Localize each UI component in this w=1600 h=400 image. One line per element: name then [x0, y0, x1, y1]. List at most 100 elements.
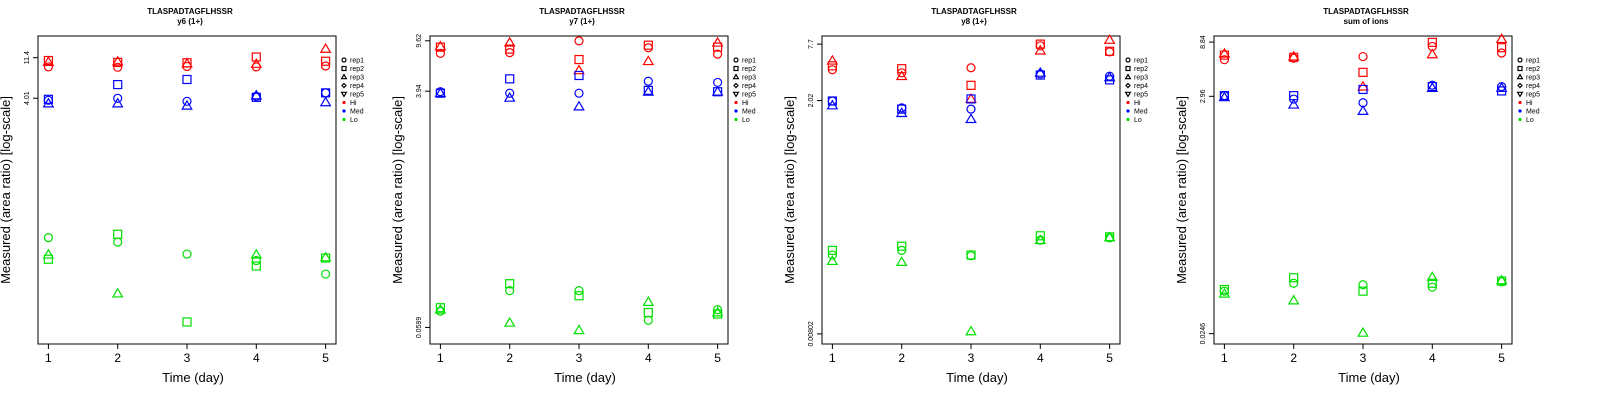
data-point-hi-rep1 [643, 43, 653, 53]
data-point-med-rep3 [181, 99, 193, 110]
data-point-lo-rep1 [113, 237, 123, 247]
data-point-lo-rep2 [1289, 273, 1299, 283]
x-tick-label: 2 [114, 351, 121, 365]
x-axis-label: Time (day) [946, 370, 1008, 385]
chart-title: TLASPADTAGFLHSSR [147, 7, 233, 16]
legend-marker-med [342, 109, 346, 113]
y-tick-label: 9.62 [416, 34, 423, 48]
data-point-med-rep3 [826, 99, 839, 110]
data-point-med-rep1 [505, 88, 515, 98]
data-point-lo-rep3 [42, 248, 55, 259]
data-point-hi-rep3 [1495, 33, 1508, 44]
x-tick-label: 2 [898, 351, 905, 365]
legend-marker-rep1 [1125, 57, 1131, 63]
data-point-hi-rep3 [111, 55, 124, 66]
legend-label-rep3: rep3 [742, 75, 756, 82]
data-point-hi-rep3 [1034, 44, 1047, 55]
legend-marker-med [734, 109, 738, 113]
data-point-lo-rep3 [711, 306, 724, 317]
data-point-hi-rep3 [826, 54, 839, 65]
legend-label-rep1: rep1 [742, 58, 756, 65]
data-point-hi-rep2 [1497, 43, 1507, 53]
y-axis-label: Measured (area ratio) [log-scale] [0, 96, 13, 284]
legend-label-lo: Lo [1134, 117, 1142, 124]
data-point-hi-rep2 [435, 42, 445, 52]
data-point-med-rep2 [505, 74, 515, 84]
data-point-lo-rep2 [1358, 286, 1368, 296]
data-point-lo-rep2 [182, 317, 192, 327]
data-point-med-rep3 [319, 96, 332, 107]
data-point-hi-rep2 [113, 57, 123, 67]
y-tick-label: 8.84 [1200, 35, 1207, 49]
data-point-lo-rep3 [573, 324, 585, 335]
legend-marker-lo [1518, 117, 1522, 122]
x-tick-label: 2 [506, 351, 513, 365]
data-point-lo-rep3 [1357, 326, 1369, 337]
data-point-lo-rep2 [505, 279, 515, 289]
legend-label-hi: Hi [1526, 100, 1533, 107]
data-point-lo-rep2 [43, 254, 53, 264]
x-tick-label: 1 [437, 351, 444, 365]
data-point-lo-rep3 [1218, 287, 1231, 298]
legend-label-rep5: rep5 [742, 92, 756, 99]
data-point-hi-rep1 [574, 36, 584, 46]
data-point-lo-rep2 [435, 303, 445, 313]
legend-marker-med [1518, 109, 1522, 113]
data-point-lo-rep2 [1497, 276, 1507, 286]
chart-title: TLASPADTAGFLHSSR [1323, 7, 1409, 16]
data-point-med-rep3 [1357, 105, 1369, 115]
data-point-lo-rep2 [574, 291, 584, 301]
data-point-hi-rep3 [181, 57, 193, 68]
legend-label-lo: Lo [1526, 117, 1534, 124]
legend-label-rep3: rep3 [1134, 75, 1148, 82]
y-tick-label: 11.4 [24, 51, 31, 64]
legend-label-rep1: rep1 [350, 58, 364, 65]
legend-label-rep5: rep5 [350, 92, 364, 99]
data-point-lo-rep1 [1358, 280, 1368, 290]
data-point-med-rep3 [111, 97, 124, 108]
data-point-med-rep2 [827, 96, 837, 106]
data-point-lo-rep3 [895, 256, 908, 267]
chart-svg: TLASPADTAGFLHSSR y7 (1+) Time (day) Meas… [392, 7, 756, 385]
data-point-med-rep3 [503, 91, 516, 102]
x-tick-label: 4 [253, 351, 260, 365]
data-point-med-rep3 [642, 85, 655, 96]
legend-marker-rep4 [733, 82, 739, 89]
data-point-hi-rep2 [1105, 46, 1115, 56]
data-point-hi-rep1 [1497, 48, 1507, 58]
chart-panel-y7: TLASPADTAGFLHSSR y7 (1+) Time (day) Meas… [392, 0, 784, 400]
data-point-hi-rep1 [321, 61, 331, 71]
data-point-hi-rep1 [43, 62, 53, 72]
x-tick-label: 5 [322, 351, 329, 365]
data-point-lo-rep3 [250, 248, 263, 259]
legend-marker-hi [1518, 100, 1522, 105]
data-point-lo-rep2 [113, 229, 123, 239]
plot-frame [821, 35, 1121, 345]
legend-marker-lo [342, 117, 346, 122]
data-point-hi-rep2 [897, 64, 907, 74]
data-point-hi-rep3 [1287, 50, 1300, 61]
data-point-hi-rep2 [574, 54, 584, 65]
y-tick-label: 4.01 [24, 91, 31, 105]
data-point-med-rep2 [574, 70, 584, 81]
legend-label-rep2: rep2 [1526, 66, 1540, 73]
data-point-med-rep1 [113, 93, 123, 103]
data-point-med-rep3 [1218, 91, 1231, 102]
legend-label-med: Med [1526, 109, 1540, 116]
legend-marker-hi [342, 100, 346, 105]
legend-marker-rep2 [1125, 65, 1131, 72]
data-point-lo-rep1 [643, 315, 653, 325]
legend-label-rep2: rep2 [742, 66, 756, 73]
legend-label-rep1: rep1 [1526, 58, 1540, 65]
x-tick-label: 1 [1221, 351, 1228, 365]
y-axis-label: Measured (area ratio) [log-scale] [392, 96, 405, 284]
data-point-lo-rep3 [111, 287, 124, 298]
data-point-med-rep3 [1103, 71, 1116, 82]
data-point-med-rep3 [1495, 82, 1508, 92]
legend-marker-rep3 [1516, 73, 1524, 80]
data-point-hi-rep3 [642, 55, 655, 66]
data-point-lo-rep2 [643, 307, 653, 318]
data-point-lo-rep2 [251, 261, 261, 271]
chart-panel-y6: TLASPADTAGFLHSSR y6 (1+) Time (day) Meas… [0, 0, 392, 400]
data-point-hi-rep3 [573, 64, 585, 75]
